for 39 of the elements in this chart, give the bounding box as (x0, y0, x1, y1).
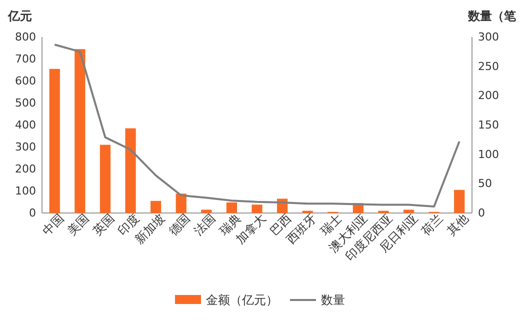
y2-tick-label: 50 (478, 177, 492, 190)
bar (176, 194, 186, 213)
bar (403, 210, 414, 213)
y-tick-label: 200 (15, 162, 36, 176)
x-tick-label: 其他 (444, 211, 472, 238)
y2-axis-title: 数量（笔 (467, 9, 517, 23)
y-tick-label: 400 (15, 118, 36, 132)
y2-tick-label: 300 (478, 30, 499, 44)
y-tick-label: 500 (15, 96, 36, 110)
line-series (54, 44, 460, 208)
bar (454, 190, 465, 213)
bar (49, 68, 60, 213)
bar (252, 204, 262, 213)
y2-tick-label: 0 (478, 206, 485, 220)
bar (226, 202, 238, 213)
x-tick-label: 中国 (40, 211, 66, 238)
y-tick-label: 800 (15, 30, 36, 44)
bar (74, 49, 86, 213)
y2-tick-label: 200 (478, 89, 499, 102)
y-tick-label: 700 (15, 52, 36, 66)
x-tick-label: 美国 (64, 211, 92, 238)
bar (201, 210, 212, 213)
y-axis-title: 亿元 (7, 9, 32, 23)
bar (100, 144, 111, 213)
y2-tick-label: 100 (478, 148, 499, 161)
x-tick-label: 英国 (90, 211, 117, 238)
y-tick-label: 300 (15, 140, 36, 154)
y2-tick-label: 150 (478, 118, 499, 132)
bar (150, 200, 162, 213)
x-tick-label: 德国 (166, 211, 193, 238)
y2-tick-label: 250 (478, 60, 499, 73)
bar (125, 128, 136, 213)
x-tick-label: 荷兰 (418, 211, 446, 238)
x-tick-label: 法国 (191, 211, 218, 238)
legend-label: 数量 (321, 293, 345, 307)
y-tick-label: 0 (29, 206, 36, 220)
legend-label: 金额（亿元） (206, 293, 278, 307)
y-tick-label: 600 (15, 74, 36, 88)
y-tick-label: 100 (15, 184, 36, 198)
